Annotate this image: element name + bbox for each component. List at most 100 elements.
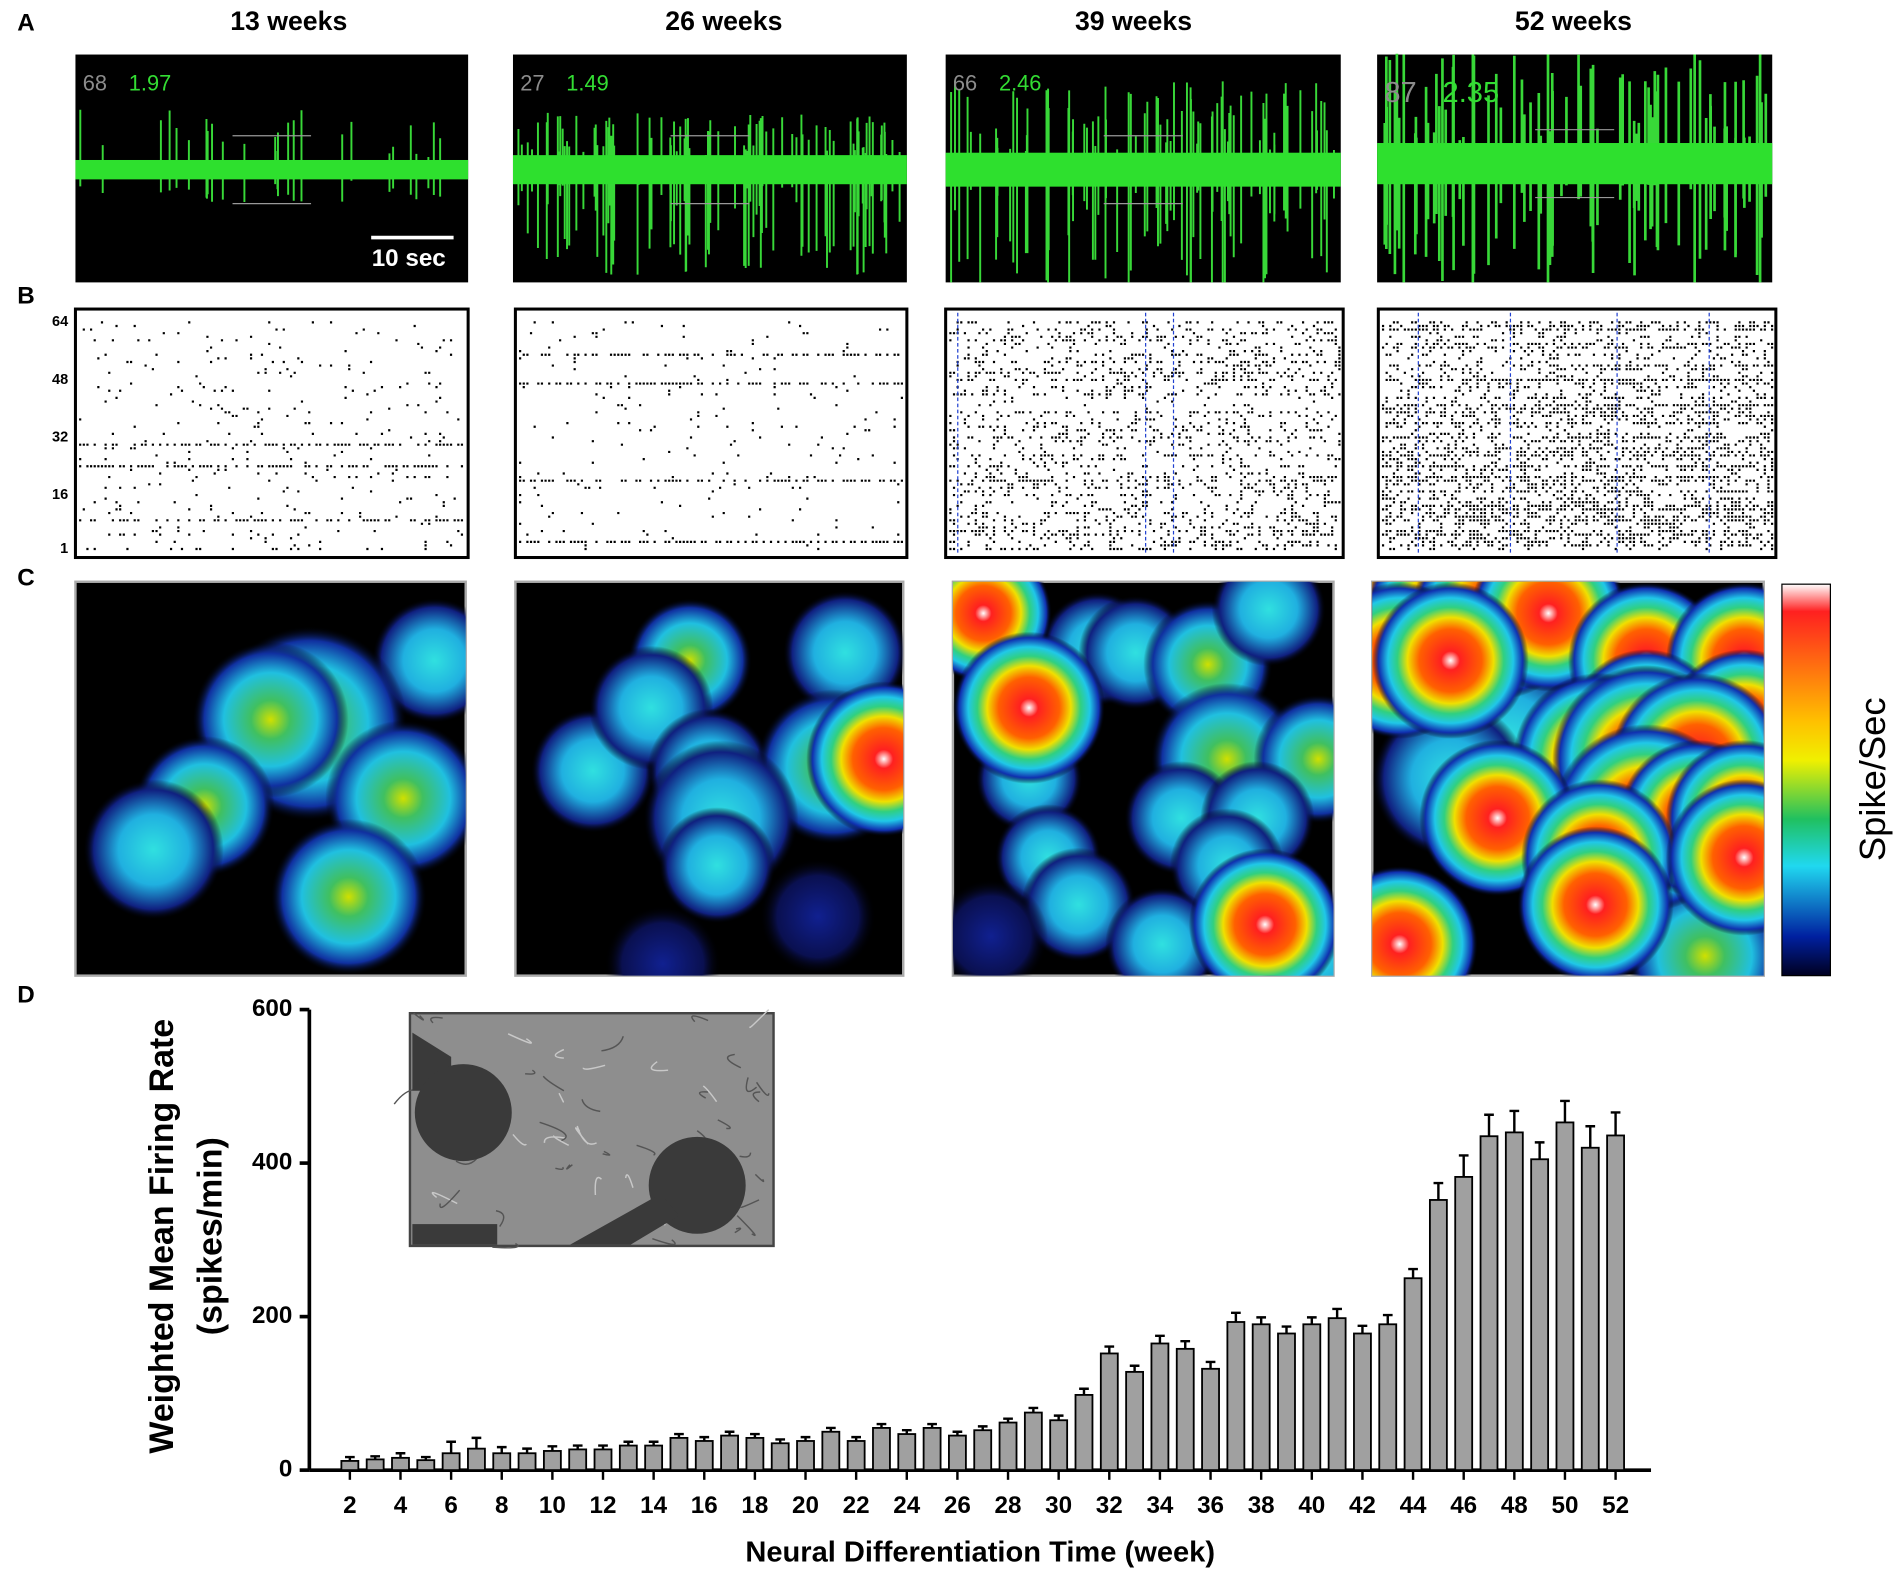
x-tick-label: 12 <box>590 1492 617 1519</box>
heatmap-blob <box>759 858 877 975</box>
heatmap <box>1372 581 1764 976</box>
error-bar <box>1180 1339 1191 1349</box>
x-tick-label: 4 <box>394 1492 408 1519</box>
raster-frame <box>513 307 909 560</box>
error-bar <box>1534 1141 1545 1160</box>
x-tick-label: 24 <box>893 1492 920 1519</box>
x-tick-label: 36 <box>1197 1492 1224 1519</box>
bar <box>1150 1342 1170 1472</box>
bar <box>998 1421 1018 1472</box>
error-bar <box>1231 1311 1241 1322</box>
inset-texture <box>739 1152 752 1158</box>
bar <box>872 1427 891 1472</box>
bar <box>1251 1323 1271 1472</box>
colorbar-label: Spike/Sec <box>1852 697 1893 861</box>
heatmap-blob <box>270 818 427 975</box>
bar <box>948 1434 967 1472</box>
y-tick-label: 600 <box>252 995 292 1022</box>
raster-frame <box>73 307 470 560</box>
raster-tick-label: 32 <box>52 429 68 445</box>
raster-spikes <box>519 321 903 551</box>
scale-bar-label: 10 sec <box>372 245 446 272</box>
error-bar <box>1357 1324 1368 1334</box>
inset-texture <box>749 1009 770 1029</box>
y-axis-label: (spikes/min) <box>191 1137 229 1335</box>
bar <box>1175 1347 1195 1472</box>
bar <box>618 1444 638 1472</box>
bar <box>568 1448 588 1472</box>
bar <box>846 1440 866 1472</box>
bar <box>1454 1176 1474 1472</box>
error-bar <box>1408 1267 1418 1279</box>
heatmap-blob <box>83 779 224 920</box>
bar <box>1353 1332 1372 1472</box>
bar <box>1479 1135 1499 1472</box>
bar <box>1580 1146 1600 1472</box>
inset-texture <box>542 1075 565 1092</box>
x-tick-label: 16 <box>691 1492 718 1519</box>
bar <box>745 1436 765 1472</box>
bar <box>922 1427 942 1472</box>
bar <box>1504 1131 1524 1472</box>
heatmap-blob <box>1188 848 1334 976</box>
inset-texture <box>543 1136 566 1144</box>
bar <box>720 1434 739 1472</box>
bar <box>1074 1394 1094 1472</box>
bar <box>340 1460 360 1472</box>
inset-texture <box>455 1158 478 1165</box>
bar <box>467 1447 486 1472</box>
inset-texture <box>554 1048 565 1059</box>
bar <box>416 1459 436 1472</box>
bar <box>1403 1277 1423 1472</box>
y-tick-label: 0 <box>279 1456 292 1483</box>
panel-label: C <box>17 565 35 592</box>
error-bar <box>1129 1364 1140 1372</box>
inset-texture <box>650 1061 669 1072</box>
bar <box>492 1452 512 1472</box>
x-tick-label: 10 <box>539 1492 566 1519</box>
trace-band <box>945 152 1341 187</box>
error-bar <box>1458 1154 1469 1177</box>
bar <box>1099 1352 1119 1472</box>
panel-label: A <box>17 10 35 37</box>
error-bar <box>496 1445 507 1454</box>
error-bar <box>1332 1307 1342 1319</box>
error-bar <box>1433 1181 1444 1200</box>
inset-texture <box>553 1134 570 1146</box>
bar <box>1277 1332 1296 1472</box>
error-bar <box>1306 1316 1317 1325</box>
inset-texture <box>439 1189 461 1209</box>
trace-band <box>75 159 469 180</box>
heatmap-blob <box>1211 581 1326 667</box>
trace-count: 27 <box>520 71 544 96</box>
bar <box>1530 1158 1550 1472</box>
bar <box>365 1458 385 1472</box>
trace-count: 87 <box>1384 77 1416 109</box>
inset-texture <box>602 1150 611 1156</box>
heatmap-blob <box>952 631 1106 784</box>
bar <box>1606 1134 1625 1472</box>
x-tick-label: 32 <box>1096 1492 1123 1519</box>
error-bar <box>1079 1387 1089 1395</box>
x-tick-label: 30 <box>1045 1492 1072 1519</box>
x-tick-label: 20 <box>792 1492 819 1519</box>
heatmap-blob <box>1372 582 1529 739</box>
trace-count: 68 <box>83 71 107 96</box>
heatmap-blob <box>604 905 721 976</box>
bar <box>694 1440 714 1472</box>
heatmap <box>530 590 904 976</box>
inset-texture <box>413 1012 425 1021</box>
error-bar <box>1560 1099 1570 1123</box>
inset-texture <box>430 1016 443 1024</box>
inset-electrode <box>412 1224 498 1245</box>
inset-texture <box>495 1210 505 1227</box>
heatmap-blob <box>1665 779 1764 936</box>
inset-texture <box>624 1174 634 1188</box>
error-bar <box>1509 1109 1520 1133</box>
x-tick-label: 22 <box>843 1492 870 1519</box>
x-tick-label: 6 <box>444 1492 457 1519</box>
bar <box>796 1440 815 1472</box>
trace-band <box>1377 143 1773 185</box>
bar <box>1201 1367 1220 1472</box>
inset-texture <box>566 1164 573 1170</box>
